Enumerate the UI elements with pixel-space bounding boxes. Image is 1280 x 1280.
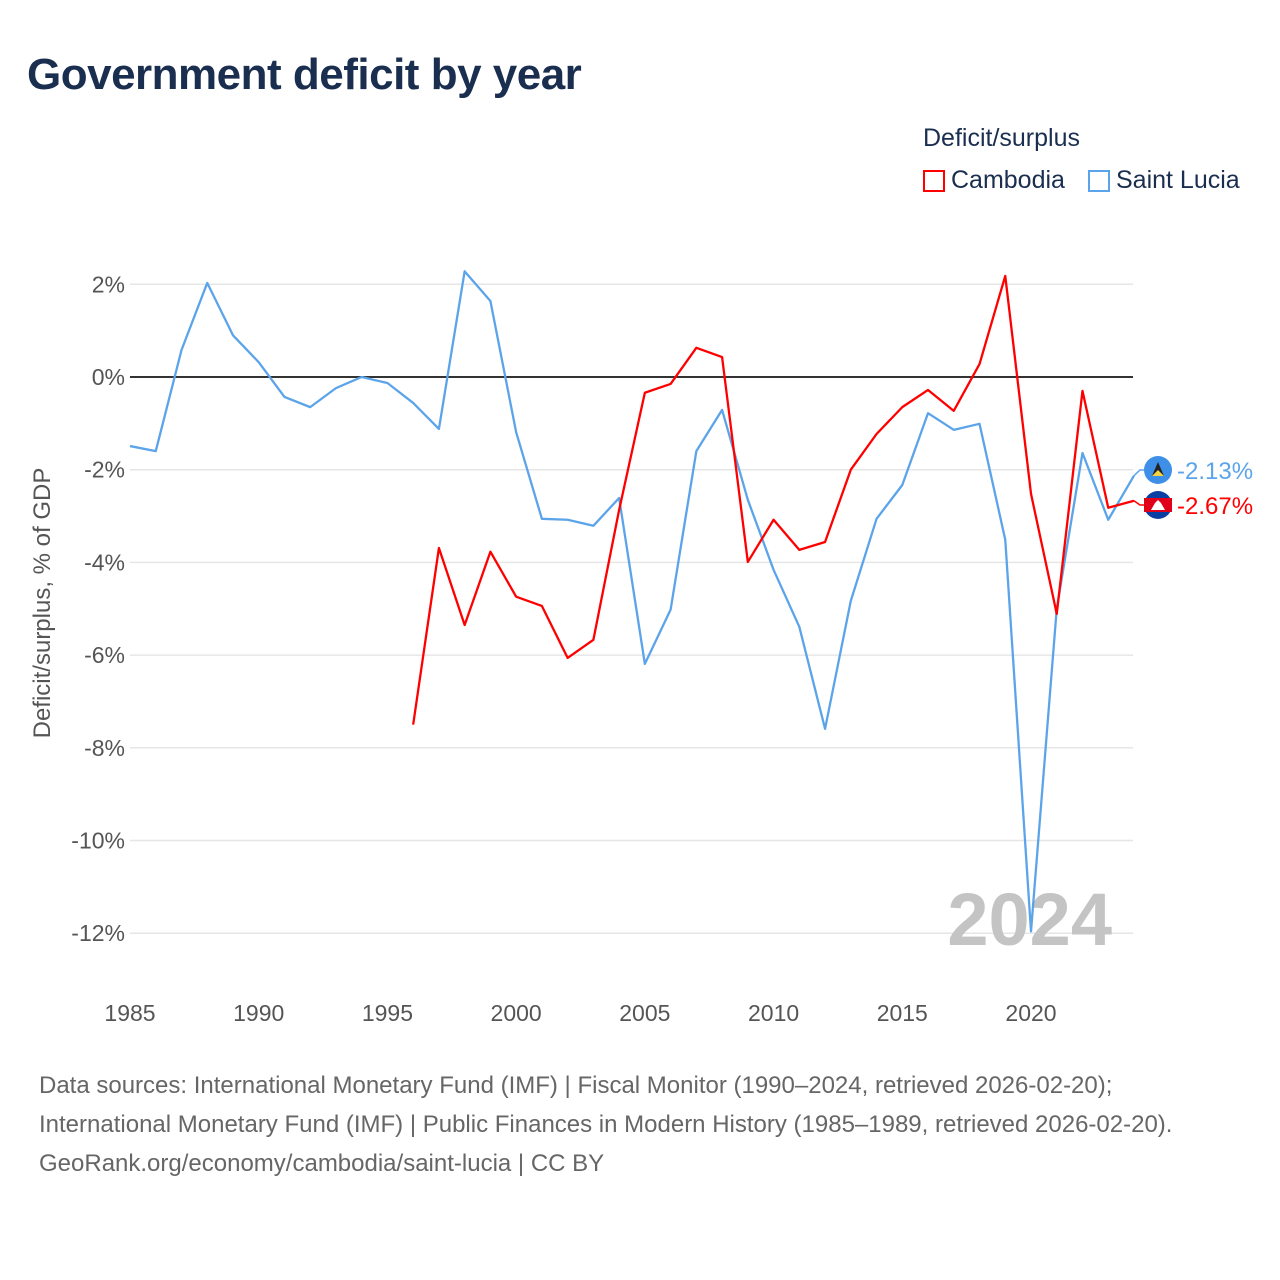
end-value-label: -2.67%: [1177, 493, 1253, 520]
y-tick-label: -4%: [84, 549, 125, 575]
plot-area: 2% 0% -2% -4% -6% -8% -10% -12% 1985 1990 1995 2000…: [29, 270, 1253, 1026]
cambodia-flag-icon: [1144, 491, 1172, 519]
end-label-connector: [1133, 469, 1145, 477]
series-line-cambodia: [412, 274, 1135, 725]
x-tick-label: 2005: [619, 1000, 670, 1026]
x-tick-label: 1985: [104, 1000, 155, 1026]
saint-lucia-flag-icon: [1144, 456, 1172, 484]
end-value-label: -2.13%: [1177, 458, 1253, 485]
x-tick-label: 2015: [877, 1000, 928, 1026]
x-tick-label: 2000: [491, 1000, 542, 1026]
y-tick-label: 0%: [92, 364, 125, 390]
y-tick-label: -6%: [84, 642, 125, 668]
footer: Data sources: International Monetary Fun…: [39, 1066, 1239, 1183]
data-sources: Data sources: International Monetary Fun…: [39, 1072, 1173, 1138]
legend-swatch-icon: [1088, 169, 1110, 192]
legend-title: Deficit/surplus: [923, 124, 1080, 152]
series-line-saint-lucia: [129, 270, 1135, 933]
x-tick-label: 2020: [1005, 1000, 1056, 1026]
y-axis-label: Deficit/surplus, % of GDP: [29, 468, 56, 739]
legend-label: Saint Lucia: [1116, 166, 1240, 194]
x-tick-label: 1995: [362, 1000, 413, 1026]
x-tick-label: 1990: [233, 1000, 284, 1026]
y-tick-label: 2%: [92, 271, 125, 297]
end-label-connector: [1133, 500, 1145, 506]
legend-item-cambodia[interactable]: Cambodia: [923, 166, 1065, 195]
y-tick-label: -12%: [71, 920, 125, 946]
credit-link[interactable]: GeoRank.org/economy/cambodia/saint-lucia…: [39, 1150, 605, 1177]
legend-item-saint-lucia[interactable]: Saint Lucia: [1088, 166, 1240, 195]
chart-title: Government deficit by year: [27, 50, 582, 99]
x-tick-label: 2010: [748, 1000, 799, 1026]
legend-swatch-icon: [923, 169, 945, 192]
y-tick-label: -8%: [84, 735, 125, 761]
y-tick-label: -10%: [71, 828, 125, 854]
legend-label: Cambodia: [951, 166, 1065, 194]
y-tick-label: -2%: [84, 457, 125, 483]
